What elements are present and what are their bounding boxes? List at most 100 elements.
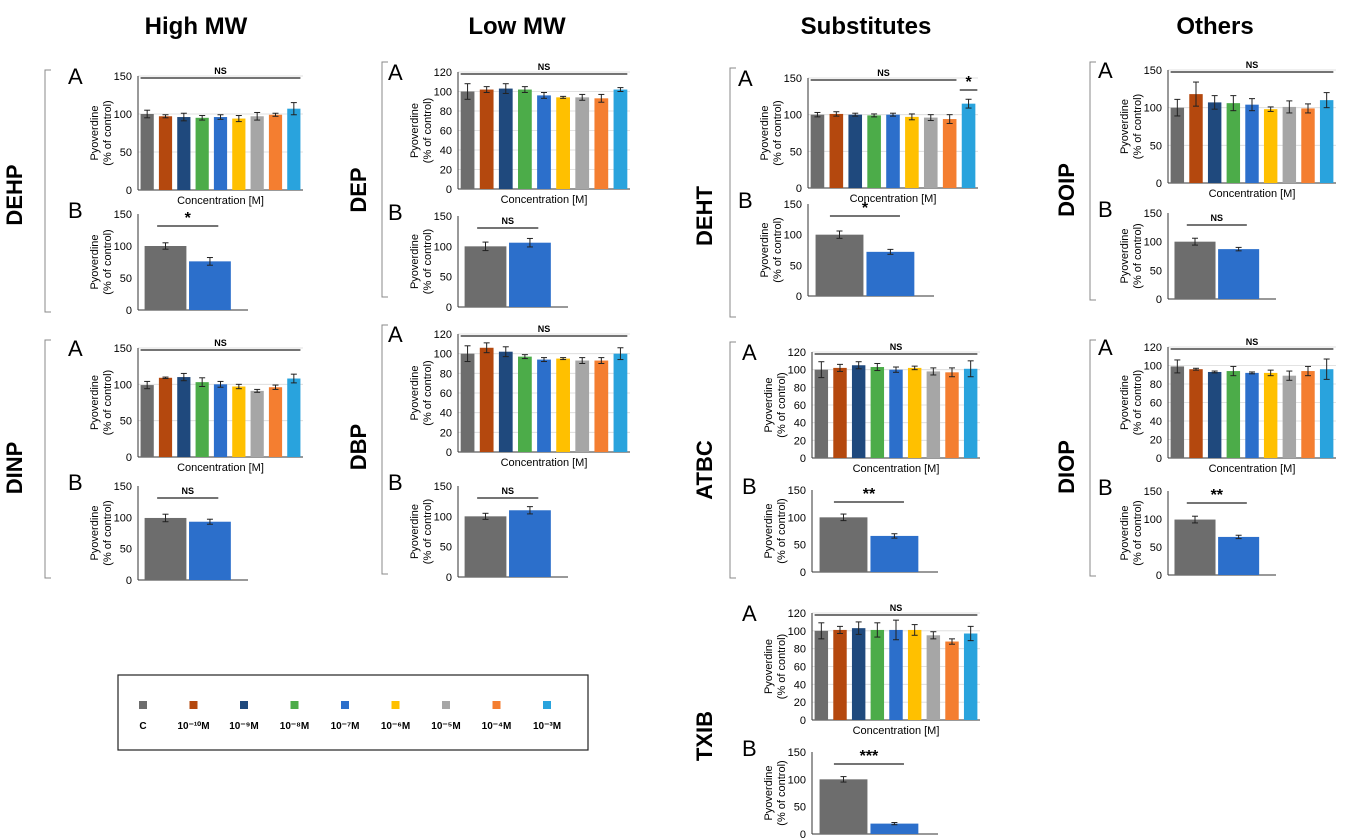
- chemical-name: DIOP: [1054, 440, 1079, 494]
- error-bar: [874, 622, 881, 638]
- y-tick-label: 150: [434, 481, 452, 493]
- y-axis-label: Pyoverdine(% of control): [759, 217, 784, 282]
- x-axis-label: Concentration [M]: [1209, 463, 1296, 475]
- panel-letter-b: B: [68, 470, 83, 495]
- significance-label: NS: [890, 342, 903, 352]
- y-axis-label: Pyoverdine(% of control): [1119, 370, 1144, 435]
- y-tick-label: 50: [1150, 140, 1162, 152]
- bar: [867, 115, 881, 188]
- bar: [1319, 100, 1334, 183]
- y-tick-label: 150: [1144, 208, 1162, 220]
- bar: [870, 629, 885, 720]
- error-bar: [840, 776, 847, 783]
- y-tick-label: 100: [114, 241, 132, 253]
- legend-label: 10⁻⁷M: [331, 721, 360, 732]
- bar: [866, 251, 915, 296]
- y-tick-label: 20: [440, 165, 452, 177]
- y-tick-label: 150: [788, 485, 806, 497]
- error-bar: [1249, 371, 1255, 375]
- y-axis-label: Pyoverdine(% of control): [409, 98, 434, 163]
- y-tick-label: 50: [120, 273, 132, 285]
- y-tick-label: 0: [126, 575, 132, 587]
- y-tick-label: 150: [1144, 65, 1162, 77]
- bar: [1301, 371, 1315, 458]
- bar: [815, 234, 864, 296]
- y-tick-label: 0: [1156, 453, 1162, 465]
- y-axis-label-line2: (% of control): [776, 634, 788, 699]
- error-bar: [144, 380, 151, 390]
- y-tick-label: 0: [1156, 294, 1162, 306]
- error-bar: [235, 383, 242, 390]
- error-bar: [464, 345, 471, 363]
- bar: [819, 779, 868, 834]
- bar: [1319, 369, 1334, 458]
- bar: [189, 521, 231, 580]
- y-tick-label: 100: [114, 109, 132, 121]
- error-bar: [908, 113, 915, 121]
- error-bar: [617, 347, 624, 361]
- y-axis-label: Pyoverdine(% of control): [409, 360, 434, 425]
- error-bar: [967, 360, 974, 378]
- error-bar: [891, 822, 898, 826]
- bar: [1218, 536, 1260, 575]
- legend-item: 10⁻¹⁰M: [177, 701, 210, 732]
- legend-frame: [117, 674, 589, 751]
- panel-letter-b: B: [388, 470, 403, 495]
- error-bar: [579, 357, 586, 364]
- group-bracket: [1089, 339, 1096, 577]
- chemical-name: DBP: [346, 424, 371, 470]
- error-bar: [833, 111, 840, 117]
- bar: [189, 261, 231, 310]
- error-bar: [855, 361, 862, 370]
- y-axis-label-line1: Pyoverdine: [89, 234, 101, 289]
- y-tick-label: 60: [440, 388, 452, 400]
- bar: [889, 369, 903, 458]
- group-bracket: [381, 324, 388, 575]
- y-tick-label: 50: [790, 260, 802, 272]
- error-bar: [162, 513, 169, 523]
- significance-label: NS: [214, 66, 227, 76]
- chemical-name: DINP: [2, 442, 27, 495]
- chemical-name: DOIP: [1054, 163, 1079, 217]
- bar: [177, 117, 191, 190]
- bar: [140, 114, 154, 190]
- bar: [870, 535, 919, 572]
- legend-label: 10⁻⁹M: [229, 721, 258, 732]
- error-bar: [560, 357, 567, 361]
- y-tick-label: 40: [440, 408, 452, 420]
- bar: [498, 351, 513, 452]
- y-axis-label: Pyoverdine(% of control): [1119, 223, 1144, 288]
- panel-letter-a: A: [388, 60, 403, 85]
- y-axis-label-line1: Pyoverdine: [763, 503, 775, 558]
- significance-label: NS: [501, 486, 514, 496]
- legend-label: 10⁻⁴M: [482, 721, 512, 732]
- y-tick-label: 150: [114, 343, 132, 355]
- error-bar: [852, 112, 859, 117]
- y-tick-label: 40: [794, 679, 806, 691]
- bar: [942, 119, 957, 188]
- error-bar: [930, 631, 937, 640]
- bar: [1218, 249, 1260, 299]
- bar: [1301, 108, 1315, 183]
- bar: [518, 89, 532, 189]
- bar: [819, 517, 868, 572]
- error-bar: [946, 114, 953, 124]
- y-tick-label: 150: [114, 209, 132, 221]
- y-axis-label-line2: (% of control): [1132, 223, 1144, 288]
- error-bar: [482, 512, 489, 520]
- error-bar: [144, 109, 151, 119]
- bar: [1263, 109, 1278, 183]
- bar: [1207, 102, 1222, 183]
- legend-item: 10⁻⁵M: [431, 701, 461, 732]
- bar: [232, 386, 246, 457]
- group-bracket: [44, 339, 51, 579]
- y-axis-label: Pyoverdine(% of control): [409, 229, 434, 294]
- error-bar: [180, 372, 187, 382]
- error-bar: [521, 86, 528, 93]
- bar: [848, 114, 863, 188]
- error-bar: [911, 365, 918, 371]
- error-bar: [818, 622, 825, 640]
